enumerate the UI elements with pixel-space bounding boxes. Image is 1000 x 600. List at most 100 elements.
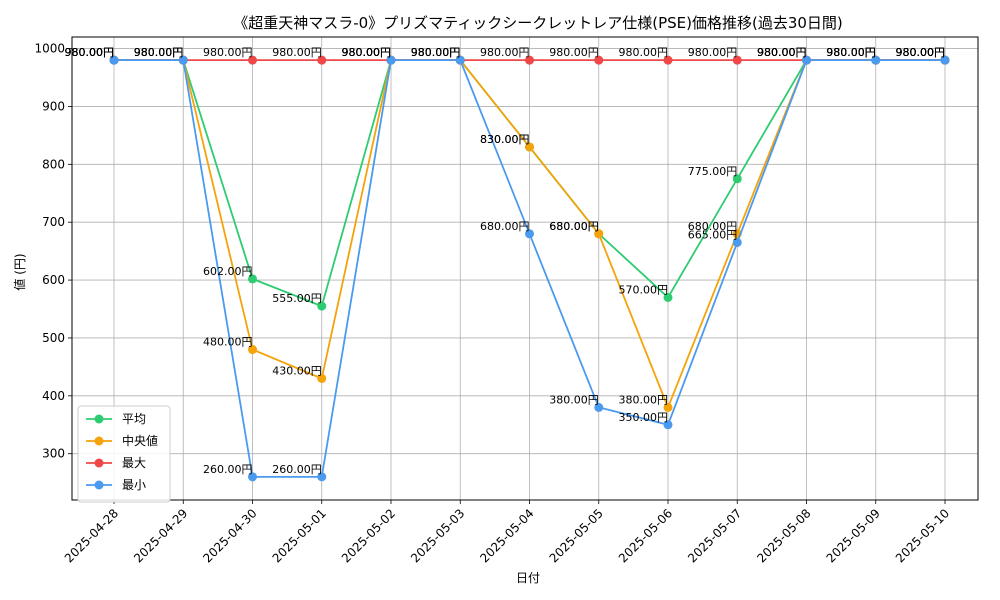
legend-label: 平均 bbox=[122, 412, 146, 426]
data-label: 260.00円 bbox=[272, 463, 322, 476]
x-tick-label: 2025-05-10 bbox=[893, 506, 952, 565]
data-labels: 980.00円 980.00円 602.00円 555.00円 980.00円 980.0… bbox=[65, 46, 946, 476]
data-point bbox=[802, 55, 811, 65]
data-label: 602.00円 bbox=[203, 265, 253, 278]
data-point bbox=[663, 420, 673, 430]
legend-label: 最大 bbox=[122, 456, 146, 470]
data-label: 430.00円 bbox=[272, 364, 322, 377]
x-axis-label: 日付 bbox=[516, 571, 540, 585]
data-label: 570.00円 bbox=[619, 283, 669, 296]
data-point bbox=[525, 229, 534, 239]
data-label: 980.00円 bbox=[134, 46, 184, 59]
x-tick-label: 2025-04-29 bbox=[131, 506, 190, 565]
data-label: 380.00円 bbox=[619, 393, 669, 406]
data-label: 775.00円 bbox=[688, 165, 738, 178]
legend-box bbox=[77, 405, 171, 503]
data-label: 380.00円 bbox=[549, 393, 599, 406]
legend-swatch-marker bbox=[94, 458, 104, 468]
data-point bbox=[732, 55, 742, 65]
data-point bbox=[663, 55, 673, 65]
data-label: 980.00円 bbox=[896, 46, 946, 59]
data-point bbox=[594, 229, 604, 239]
data-point bbox=[594, 55, 604, 65]
data-label: 980.00円 bbox=[896, 46, 946, 59]
x-tick-label: 2025-04-28 bbox=[62, 506, 121, 565]
data-point bbox=[317, 472, 327, 482]
data-point bbox=[732, 237, 742, 247]
data-label: 980.00円 bbox=[342, 46, 392, 59]
data-label: 980.00円 bbox=[826, 46, 876, 59]
data-label: 980.00円 bbox=[411, 46, 461, 59]
data-point bbox=[109, 55, 119, 65]
data-point bbox=[386, 55, 396, 65]
data-point bbox=[248, 274, 257, 284]
data-label: 980.00円 bbox=[480, 46, 530, 59]
data-label: 980.00円 bbox=[549, 46, 599, 59]
data-label: 980.00円 bbox=[134, 46, 184, 59]
data-label: 980.00円 bbox=[65, 46, 115, 59]
data-label: 980.00円 bbox=[757, 46, 807, 59]
data-label: 980.00円 bbox=[619, 46, 669, 59]
data-label: 980.00円 bbox=[342, 46, 392, 59]
plot-frame bbox=[71, 36, 979, 501]
y-tick-label: 900 bbox=[42, 99, 65, 113]
data-label: 980.00円 bbox=[411, 46, 461, 59]
series-lines bbox=[109, 55, 950, 482]
chart-title: 《超重天神マスラ-0》プリズマティックシークレットレア仕様(PSE)価格推移(過… bbox=[233, 14, 843, 32]
data-label: 680.00円 bbox=[688, 220, 738, 233]
data-label: 980.00円 bbox=[757, 46, 807, 59]
x-tick-label: 2025-05-09 bbox=[824, 506, 883, 565]
data-label: 680.00円 bbox=[549, 220, 599, 233]
data-point bbox=[317, 373, 327, 383]
data-label: 980.00円 bbox=[342, 46, 392, 59]
data-label: 980.00円 bbox=[757, 46, 807, 59]
x-tick-label: 2025-05-04 bbox=[477, 506, 536, 565]
x-tick-label: 2025-05-03 bbox=[408, 506, 467, 565]
data-label: 980.00円 bbox=[272, 46, 322, 59]
axes: 2025-04-28 2025-04-29 2025-04-30 2025-05-01… bbox=[34, 36, 979, 565]
data-point bbox=[525, 55, 534, 65]
y-tick-label: 1000 bbox=[34, 42, 65, 56]
data-point bbox=[663, 292, 673, 302]
data-point bbox=[594, 402, 604, 412]
data-label: 980.00円 bbox=[896, 46, 946, 59]
x-tick-label: 2025-05-06 bbox=[616, 506, 675, 565]
x-tick-label: 2025-05-07 bbox=[685, 506, 744, 565]
data-label: 980.00円 bbox=[896, 46, 946, 59]
data-label: 980.00円 bbox=[65, 46, 115, 59]
data-label: 665.00円 bbox=[688, 228, 738, 241]
data-point bbox=[178, 55, 188, 65]
data-label: 980.00円 bbox=[757, 46, 807, 59]
data-label: 980.00円 bbox=[826, 46, 876, 59]
y-tick-label: 400 bbox=[42, 389, 65, 403]
data-label: 980.00円 bbox=[65, 46, 115, 59]
legend-label: 最小 bbox=[122, 478, 146, 492]
data-label: 350.00円 bbox=[619, 411, 669, 424]
data-label: 260.00円 bbox=[203, 463, 253, 476]
data-label: 980.00円 bbox=[826, 46, 876, 59]
data-label: 480.00円 bbox=[203, 336, 253, 349]
data-label: 980.00円 bbox=[826, 46, 876, 59]
x-tick-label: 2025-05-08 bbox=[754, 506, 813, 565]
data-label: 980.00円 bbox=[688, 46, 738, 59]
data-label: 980.00円 bbox=[134, 46, 184, 59]
y-tick-label: 600 bbox=[42, 273, 65, 287]
data-point bbox=[317, 55, 327, 65]
legend-swatch-marker bbox=[94, 414, 104, 424]
x-tick-label: 2025-05-05 bbox=[547, 506, 606, 565]
data-label: 555.00円 bbox=[272, 292, 322, 305]
data-label: 680.00円 bbox=[549, 220, 599, 233]
y-tick-label: 500 bbox=[42, 331, 65, 345]
x-tick-label: 2025-05-01 bbox=[270, 506, 329, 565]
data-point bbox=[663, 402, 673, 412]
data-point bbox=[940, 55, 950, 65]
legend-swatch-marker bbox=[94, 436, 104, 446]
data-label: 980.00円 bbox=[134, 46, 184, 59]
data-label: 830.00円 bbox=[480, 133, 530, 146]
data-label: 980.00円 bbox=[203, 46, 253, 59]
y-axis-label: 値 (円) bbox=[12, 253, 27, 290]
x-tick-label: 2025-04-30 bbox=[200, 506, 259, 565]
data-point bbox=[871, 55, 881, 65]
